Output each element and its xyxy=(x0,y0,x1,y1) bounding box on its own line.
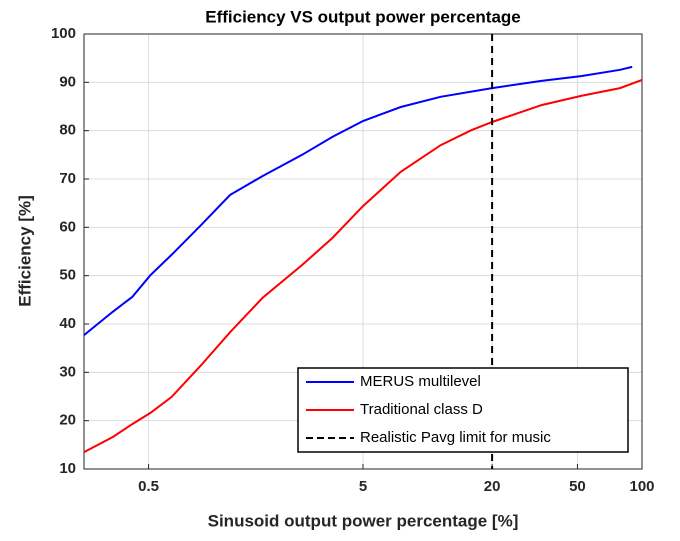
x-tick-label: 50 xyxy=(569,478,586,495)
y-tick-label: 20 xyxy=(59,412,76,429)
y-tick-label: 70 xyxy=(59,170,76,187)
x-tick-label: 100 xyxy=(629,478,654,495)
legend-label: Realistic Pavg limit for music xyxy=(360,429,551,446)
y-tick-label: 40 xyxy=(59,315,76,332)
y-tick-label: 50 xyxy=(59,267,76,284)
legend-label: MERUS multilevel xyxy=(360,373,481,390)
y-tick-label: 90 xyxy=(59,73,76,90)
x-tick-label: 5 xyxy=(359,478,367,495)
chart-title: Efficiency VS output power percentage xyxy=(205,7,521,26)
x-tick-label: 0.5 xyxy=(138,478,159,495)
y-tick-label: 10 xyxy=(59,460,76,477)
y-tick-label: 80 xyxy=(59,122,76,139)
plot-frame xyxy=(83,33,643,470)
line-series xyxy=(83,65,633,336)
y-tick-label: 30 xyxy=(59,363,76,380)
y-axis-label: Efficiency [%] xyxy=(15,195,34,306)
x-tick-label: 20 xyxy=(484,478,501,495)
x-axis-label: Sinusoid output power percentage [%] xyxy=(208,511,519,530)
line-series xyxy=(83,78,643,453)
legend-label: Traditional class D xyxy=(360,401,483,418)
y-tick-label: 100 xyxy=(51,25,76,42)
y-tick-label: 60 xyxy=(59,218,76,235)
